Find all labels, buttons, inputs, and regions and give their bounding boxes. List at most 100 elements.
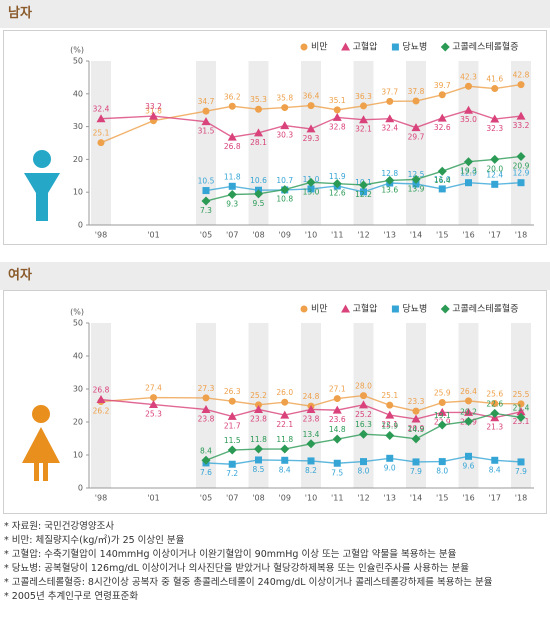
point bbox=[332, 112, 342, 121]
point bbox=[438, 458, 446, 466]
point bbox=[438, 185, 446, 193]
data-label: 19.1 bbox=[434, 411, 451, 420]
data-label: 32.6 bbox=[434, 123, 451, 132]
data-label: 25.9 bbox=[434, 389, 451, 398]
point bbox=[359, 429, 368, 439]
data-label: 12.5 bbox=[408, 170, 425, 179]
x-tick-label: '12 bbox=[357, 231, 369, 240]
data-label: 32.1 bbox=[355, 125, 372, 134]
data-label: 26.8 bbox=[93, 386, 110, 395]
data-label: 7.9 bbox=[410, 467, 422, 476]
chart: (%) 0 10 20 30 40 50 '98 '01 '05 '07 '08 '09 '10 '11 '1… bbox=[3, 290, 547, 514]
band bbox=[511, 61, 531, 225]
point bbox=[465, 452, 472, 460]
band bbox=[406, 323, 426, 488]
data-label: 23.8 bbox=[198, 414, 215, 423]
y-tick-label: 50 bbox=[73, 319, 83, 328]
point bbox=[150, 394, 157, 402]
point bbox=[412, 97, 420, 105]
point bbox=[255, 401, 262, 409]
x-tick-label: '16 bbox=[462, 494, 474, 503]
point bbox=[227, 132, 237, 141]
point bbox=[360, 392, 367, 400]
data-label: 32.3 bbox=[486, 124, 503, 133]
legend-marker bbox=[391, 43, 399, 51]
data-label: 20.9 bbox=[408, 424, 425, 433]
point bbox=[333, 106, 341, 114]
point bbox=[465, 179, 472, 187]
point bbox=[438, 91, 446, 99]
x-tick-label: '15 bbox=[436, 494, 448, 503]
x-tick-label: '13 bbox=[384, 494, 396, 503]
point bbox=[491, 85, 499, 93]
point bbox=[386, 454, 394, 462]
data-label: 22.6 bbox=[486, 399, 503, 408]
x-tick-label: '16 bbox=[462, 231, 474, 240]
point bbox=[201, 117, 211, 126]
footnote: * 2005년 추계인구로 연령표준화 bbox=[4, 591, 139, 602]
footnote: * 당뇨병: 공복혈당이 126mg/dL 이상이거나 의사진단을 받았거나 혈… bbox=[4, 563, 469, 574]
legend-label: 고혈압 bbox=[353, 303, 378, 315]
footnote: * 자료원: 국민건강영양조사 bbox=[4, 521, 115, 532]
data-label: 12.8 bbox=[381, 169, 398, 178]
point bbox=[307, 102, 315, 110]
x-tick-label: '08 bbox=[252, 494, 264, 503]
data-label: 39.7 bbox=[434, 81, 451, 90]
x-tick-label: '98 bbox=[95, 231, 107, 240]
point bbox=[281, 456, 289, 464]
point bbox=[228, 102, 236, 110]
band bbox=[91, 323, 111, 488]
x-tick-label: '18 bbox=[515, 494, 527, 503]
x-tick-label: '10 bbox=[305, 494, 317, 503]
point bbox=[516, 111, 526, 120]
y-axis-label: (%) bbox=[70, 308, 84, 317]
point bbox=[280, 444, 290, 454]
point bbox=[464, 105, 473, 114]
point bbox=[359, 400, 368, 409]
x-tick-label: '14 bbox=[410, 494, 422, 503]
point bbox=[254, 444, 263, 454]
point bbox=[516, 407, 526, 416]
band bbox=[196, 61, 216, 225]
data-label: 7.3 bbox=[200, 206, 212, 215]
point bbox=[228, 182, 236, 190]
x-tick-label: '17 bbox=[489, 494, 501, 503]
data-label: 37.7 bbox=[381, 87, 398, 96]
x-tick-label: '10 bbox=[305, 231, 317, 240]
x-tick-label: '18 bbox=[515, 231, 527, 240]
point bbox=[411, 123, 421, 132]
data-label: 16.4 bbox=[434, 176, 451, 185]
x-tick-label: '11 bbox=[331, 494, 343, 503]
data-label: 23.8 bbox=[250, 414, 267, 423]
data-label: 30.3 bbox=[276, 131, 293, 140]
data-label: 8.5 bbox=[253, 465, 265, 474]
y-tick-label: 0 bbox=[78, 221, 83, 230]
data-label: 42.3 bbox=[460, 72, 477, 81]
point bbox=[333, 459, 341, 467]
point bbox=[149, 111, 158, 120]
legend-marker bbox=[440, 42, 450, 52]
x-tick-label: '07 bbox=[226, 494, 238, 503]
data-label: 25.3 bbox=[145, 410, 162, 419]
point bbox=[517, 458, 525, 466]
legend-label: 고콜레스테롤혈증 bbox=[452, 303, 518, 315]
point bbox=[332, 179, 342, 189]
x-tick-label: '09 bbox=[279, 231, 291, 240]
legend-marker bbox=[391, 305, 399, 313]
data-label: 9.3 bbox=[226, 199, 238, 208]
legend-label: 고콜레스테롤혈증 bbox=[452, 41, 518, 53]
data-label: 32.8 bbox=[329, 122, 346, 131]
footnote: * 고콜레스테롤혈증: 8시간이상 공복자 중 혈중 총콜레스테롤이 240mg… bbox=[4, 577, 493, 588]
data-label: 12.9 bbox=[513, 169, 530, 178]
point bbox=[97, 139, 105, 147]
data-label: 26.2 bbox=[93, 407, 110, 416]
point bbox=[306, 124, 316, 133]
x-tick-label: '12 bbox=[357, 494, 369, 503]
point bbox=[437, 420, 447, 430]
point bbox=[437, 113, 447, 122]
point bbox=[332, 405, 342, 414]
data-label: 9.5 bbox=[253, 199, 265, 208]
data-label: 14.8 bbox=[329, 425, 346, 434]
y-tick-label: 40 bbox=[73, 89, 83, 98]
point bbox=[491, 456, 499, 464]
